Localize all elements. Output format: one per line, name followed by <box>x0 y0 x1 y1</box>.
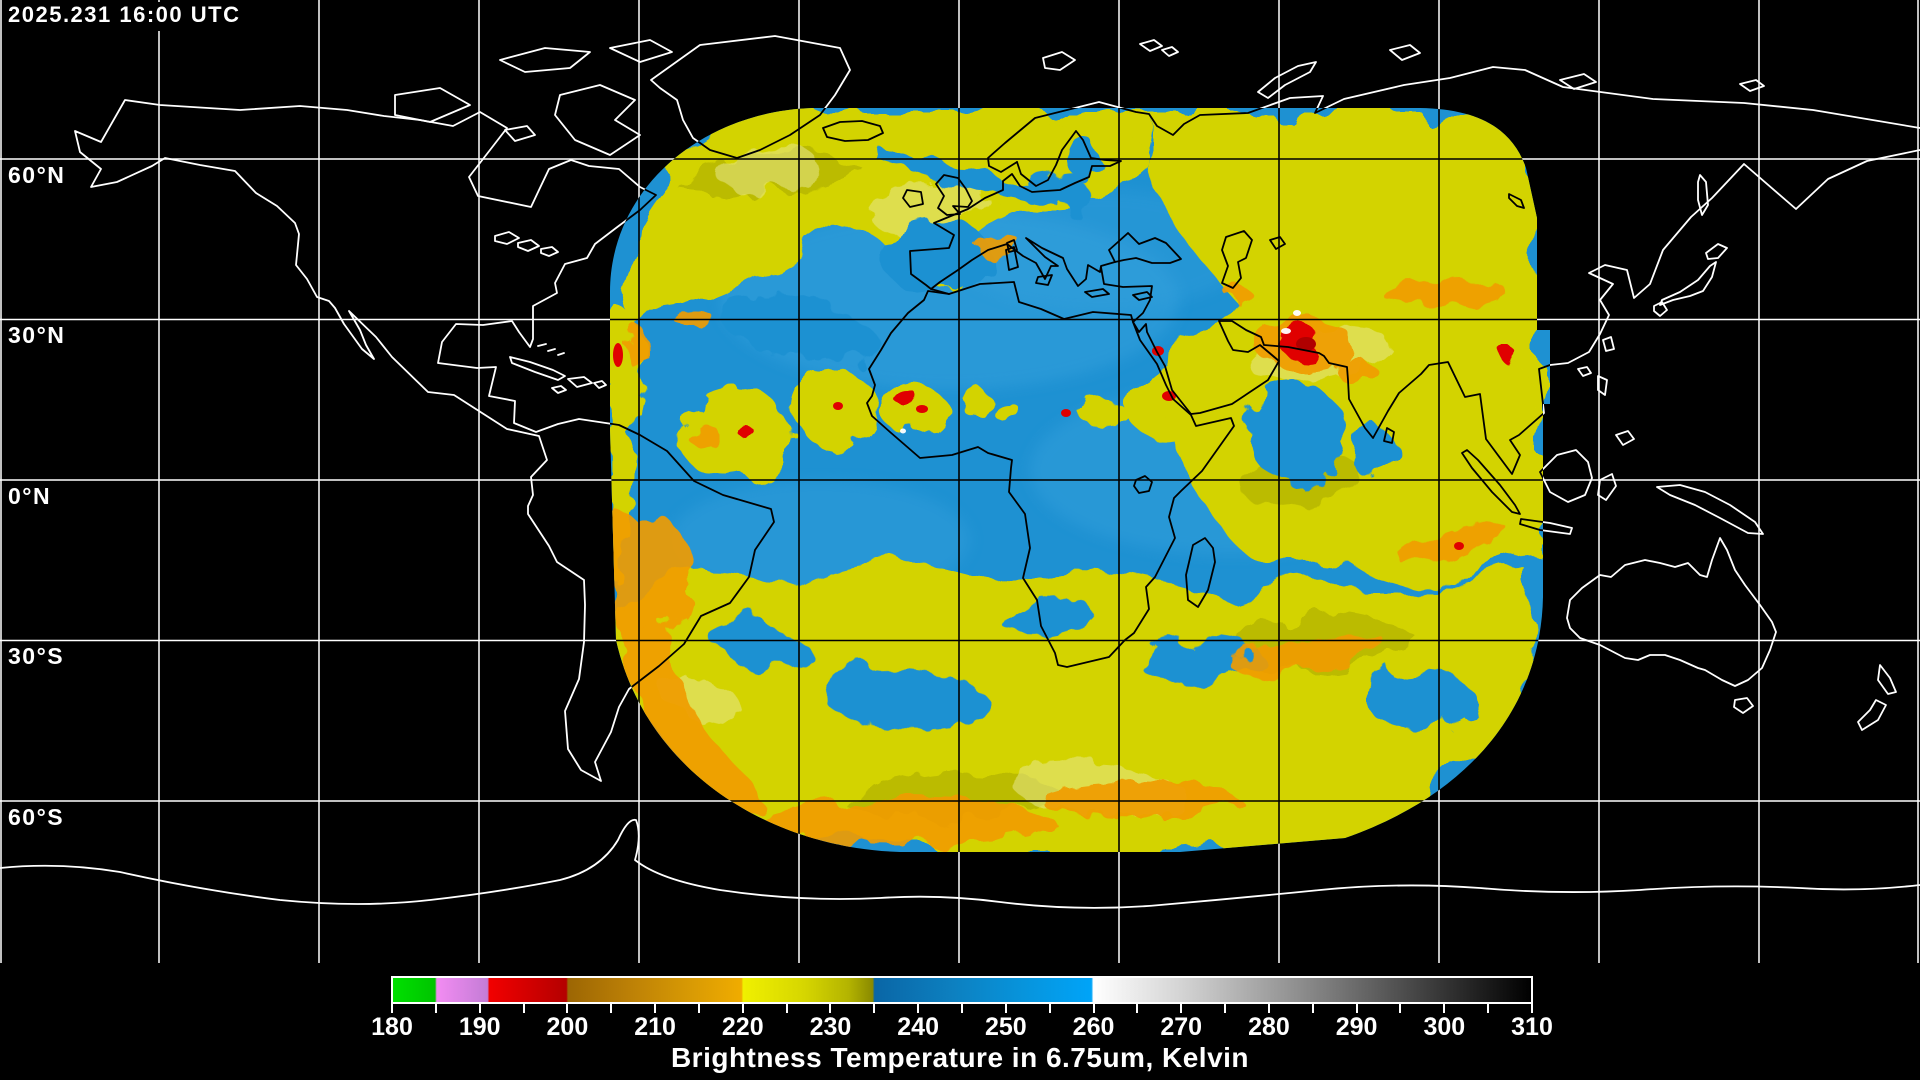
colorbar-tick <box>1399 1004 1402 1013</box>
colorbar-tick <box>1136 1004 1139 1013</box>
latitude-label-60s: 60°S <box>8 804 71 833</box>
colorbar-tick <box>873 1004 876 1013</box>
colorbar-tick <box>434 1004 437 1013</box>
colorbar-tick <box>1048 1004 1051 1013</box>
latitude-label-0n: 0°N <box>8 483 58 512</box>
colorbar-tick <box>566 1004 569 1013</box>
colorbar-tick <box>1267 1004 1270 1013</box>
latitude-label-30s: 30°S <box>8 643 71 672</box>
colorbar-tick <box>1224 1004 1227 1013</box>
colorbar-tick <box>1355 1004 1358 1013</box>
colorbar-tick <box>697 1004 700 1013</box>
colorbar-tick-label: 210 <box>634 1013 676 1041</box>
colorbar-tick-label: 240 <box>897 1013 939 1041</box>
colorbar-tick-label: 180 <box>371 1013 413 1041</box>
colorbar-tick <box>654 1004 657 1013</box>
colorbar-tick-label: 300 <box>1423 1013 1466 1041</box>
colorbar-gradient <box>391 976 1533 1004</box>
colorbar-tick <box>1311 1004 1314 1013</box>
colorbar-tick-label: 190 <box>458 1013 501 1041</box>
colorbar-tick <box>1531 1004 1533 1013</box>
timestamp-label: 2025.231 16:00 UTC <box>8 2 253 31</box>
latitude-label-60n: 60°N <box>8 162 72 191</box>
data-swath-layer <box>610 108 1550 852</box>
colorbar-tick <box>1180 1004 1183 1013</box>
colorbar-tick-label: 220 <box>721 1013 764 1041</box>
colorbar-tick <box>1092 1004 1095 1013</box>
colorbar-tick <box>478 1004 481 1013</box>
colorbar-tick <box>829 1004 832 1013</box>
colorbar-tick-label: 250 <box>984 1013 1027 1041</box>
colorbar-tick <box>1004 1004 1007 1013</box>
colorbar-tick <box>610 1004 613 1013</box>
colorbar-tick <box>1443 1004 1446 1013</box>
colorbar-tick <box>961 1004 963 1013</box>
world-map-canvas <box>0 0 1920 963</box>
latitude-label-30n: 30°N <box>8 322 72 351</box>
colorbar-title: Brightness Temperature in 6.75um, Kelvin <box>670 1042 1250 1073</box>
colorbar-tick-label: 310 <box>1511 1013 1553 1041</box>
colorbar-tick <box>741 1004 744 1013</box>
colorbar-tick-label: 280 <box>1248 1013 1290 1041</box>
colorbar-tick <box>522 1004 525 1013</box>
colorbar-tick-label: 230 <box>809 1013 852 1041</box>
colorbar-tick <box>785 1004 788 1013</box>
colorbar-tick-label: 260 <box>1072 1013 1115 1041</box>
colorbar-tick <box>1487 1004 1490 1013</box>
colorbar-tick-label: 270 <box>1160 1013 1203 1041</box>
colorbar-tick-label: 290 <box>1335 1013 1378 1041</box>
colorbar: 180 190 200 210 220 230 240 250 260 270 … <box>0 963 1920 1080</box>
colorbar-tick-label: 200 <box>546 1013 589 1041</box>
colorbar-tick <box>917 1004 920 1013</box>
colorbar-tick <box>391 1004 393 1013</box>
